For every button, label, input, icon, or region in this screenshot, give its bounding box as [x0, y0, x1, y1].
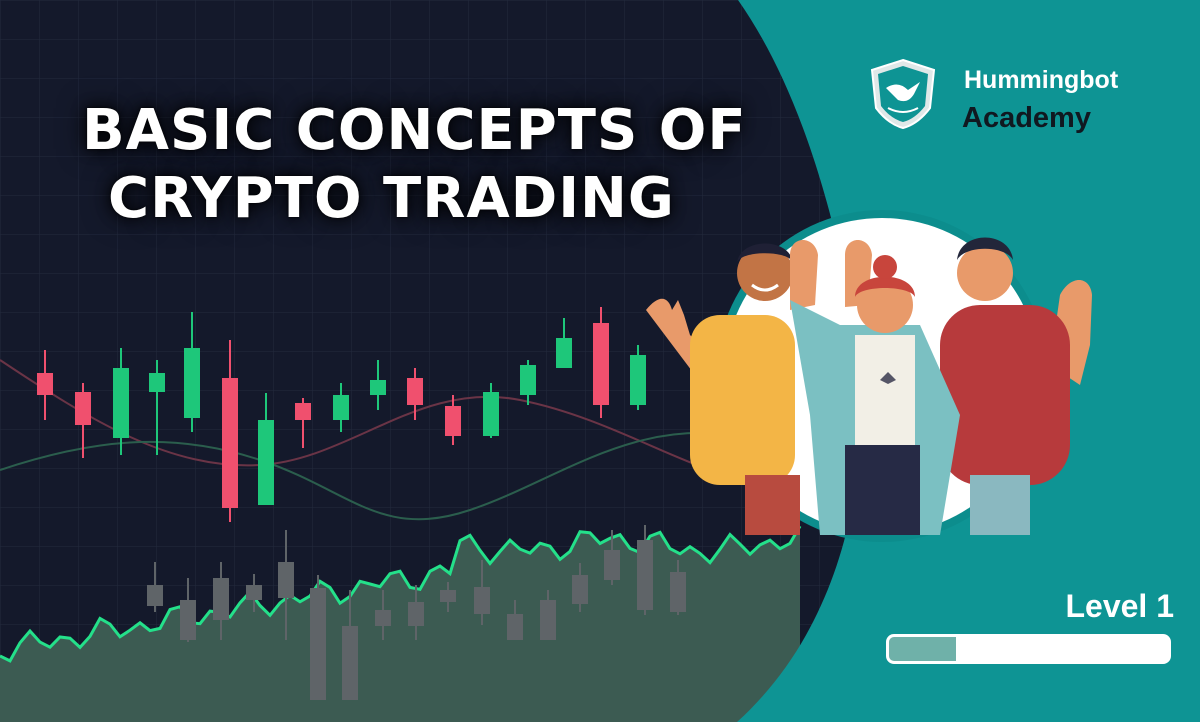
volume-candle-body [572, 575, 588, 604]
volume-candle-body [375, 610, 391, 626]
brand-subtitle: Academy [962, 102, 1091, 134]
candle-body [407, 378, 423, 405]
volume-candle-body [310, 588, 326, 700]
price-area [0, 526, 800, 722]
candle-body [258, 420, 274, 505]
candle-body [333, 395, 349, 420]
candle-body [483, 392, 499, 436]
candle-body [184, 348, 200, 418]
volume-candle-body [637, 540, 653, 610]
candle-body [37, 373, 53, 395]
candle-body [222, 378, 238, 508]
candle-body [556, 338, 572, 368]
candle-body [445, 406, 461, 436]
candle-body [630, 355, 646, 405]
candle-body [295, 403, 311, 420]
candle-body [370, 380, 386, 395]
brand-lockup: Hummingbot Academy [868, 58, 1168, 138]
hummingbird-shield-icon [870, 58, 936, 130]
price-area-line [0, 525, 802, 663]
indicator-line-green [0, 431, 761, 521]
headline-line-2: CRYPTO TRADING [108, 166, 675, 231]
person-teal [790, 240, 960, 535]
volume-candle-body [408, 602, 424, 626]
level-progress-bar [886, 634, 1171, 664]
volume-candle-body [278, 562, 294, 598]
people-waving-icon [646, 237, 1092, 535]
candlestick-group [37, 307, 646, 522]
candle-body [520, 365, 536, 395]
volume-candle-group [147, 525, 686, 700]
level-label: Level 1 [1065, 588, 1174, 624]
volume-candle-body [342, 626, 358, 700]
volume-candle-body [507, 614, 523, 640]
volume-candle-body [180, 600, 196, 640]
volume-candle-body [474, 587, 490, 614]
volume-candle-body [147, 585, 163, 606]
candle-body [149, 373, 165, 392]
level-progress-fill [889, 637, 956, 661]
volume-candle-body [670, 572, 686, 612]
volume-candle-body [440, 590, 456, 602]
person-red [940, 237, 1092, 535]
volume-candle-body [540, 600, 556, 640]
candle-body [593, 323, 609, 405]
headline-line-1: BASIC CONCEPTS OF [82, 98, 747, 163]
brand-name: Hummingbot [964, 66, 1119, 94]
volume-candle-body [246, 585, 262, 600]
person-yellow [646, 243, 800, 535]
volume-candle-body [604, 550, 620, 580]
volume-candle-body [213, 578, 229, 620]
candle-body [75, 392, 91, 425]
candle-body [113, 368, 129, 438]
